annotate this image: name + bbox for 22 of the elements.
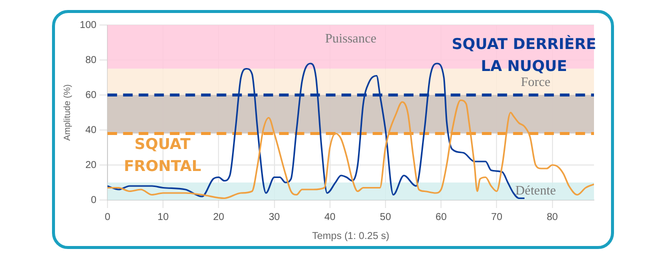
x-tick-label: 70 — [491, 212, 503, 223]
y-tick-label: 40 — [85, 124, 97, 136]
x-tick-label: 40 — [324, 212, 336, 223]
x-tick-label: 50 — [380, 212, 392, 223]
y-tick-label: 20 — [85, 160, 97, 171]
series-label: SQUAT DERRIÈRE LA NUQUE — [452, 34, 596, 75]
y-tick-label: 60 — [85, 90, 97, 101]
band-label: Détente — [515, 182, 556, 198]
y-tick-label: 0 — [90, 194, 97, 206]
x-axis-title: Temps (1: 0.25 s) — [312, 230, 390, 242]
band-label: Force — [520, 74, 551, 90]
x-tick-label: 20 — [213, 212, 225, 223]
x-tick-label: 80 — [546, 212, 558, 223]
x-tick-label: 10 — [158, 212, 170, 223]
series-label: SQUAT FRONTAL — [124, 134, 202, 175]
y-tick-label: 100 — [80, 20, 97, 31]
band-label: Puissance — [325, 30, 377, 46]
y-tick-label: 80 — [85, 54, 97, 66]
y-axis-title: Amplitude (%) — [62, 84, 72, 141]
x-tick-label: 30 — [268, 212, 280, 223]
x-tick-label: 60 — [436, 212, 448, 223]
x-tick-label: 0 — [104, 212, 111, 223]
